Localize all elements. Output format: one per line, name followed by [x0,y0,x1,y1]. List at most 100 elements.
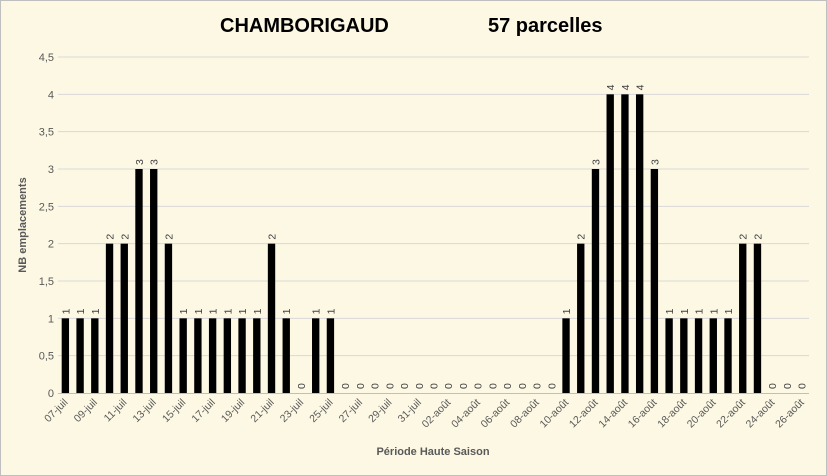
x-tick-label: 16-août [626,397,660,431]
data-label: 0 [546,383,558,389]
y-tick-label: 3 [48,164,54,176]
data-label: 0 [384,383,396,389]
x-axis-title: Période Haute Saison [376,446,489,458]
data-label: 1 [325,308,337,314]
x-tick-label: 27-juil [337,397,365,425]
bar [621,94,629,393]
data-label: 1 [679,308,691,314]
data-label: 1 [252,308,264,314]
data-label: 1 [75,308,87,314]
bar [208,318,217,393]
x-axis-ticks: 07-juil 09-juil 11-juil 13-juil 15-juil 17-ju… [42,397,807,431]
bar [135,169,143,393]
chart-title: CHAMBORIGAUD [220,15,389,37]
data-label: 2 [752,234,764,240]
bar [282,318,290,393]
bar [120,243,128,393]
data-label: 0 [355,383,367,389]
data-label: 1 [708,308,720,314]
x-tick-label: 25-juil [307,397,335,425]
data-label: 0 [340,383,352,389]
data-label: 0 [370,383,382,389]
data-label: 2 [267,234,279,240]
bar [223,318,232,393]
y-tick-label: 0,5 [39,351,54,363]
x-tick-label: 11-juil [102,397,130,425]
bar [312,318,320,393]
x-tick-label: 15-juil [160,397,188,425]
bar [753,243,762,393]
data-label: 1 [208,308,220,314]
x-tick-label: 13-juil [131,397,159,425]
data-label: 3 [134,159,146,165]
x-tick-label: 20-août [685,397,719,431]
bar [665,318,673,393]
bar [76,318,84,393]
bar [150,169,158,393]
data-label: 0 [458,383,470,389]
data-label: 0 [414,383,426,389]
x-tick-label: 10-août [537,397,571,431]
bar [694,318,703,393]
bar [709,318,717,393]
x-tick-label: 19-juil [219,397,247,425]
bar [91,318,99,393]
bar [267,243,276,393]
data-label: 0 [767,383,779,389]
data-label: 3 [149,159,161,165]
bar [238,318,246,393]
data-label: 2 [163,234,175,240]
data-label: 0 [782,383,794,389]
data-label: 1 [281,308,293,314]
data-label: 0 [502,383,514,389]
data-label: 1 [178,308,190,314]
data-label: 0 [487,383,499,389]
data-label: 2 [105,234,117,240]
x-tick-label: 08-août [508,397,542,431]
data-label: 3 [649,159,661,165]
x-tick-label: 04-août [449,397,483,431]
y-tick-label: 2 [48,239,54,251]
data-label: 0 [473,383,485,389]
data-label: 2 [119,234,131,240]
y-tick-label: 4,5 [39,52,54,64]
data-label: 2 [576,234,588,240]
data-label: 2 [738,234,750,240]
data-label: 0 [443,383,455,389]
x-tick-label: 22-août [714,397,748,431]
x-tick-label: 09-juil [72,397,100,425]
y-axis-ticks: 0 0,5 1 1,5 2 2,5 3 3,5 4 4,5 [39,52,54,400]
data-label: 1 [222,308,234,314]
data-label: 0 [399,383,411,389]
data-label: 1 [664,308,676,314]
data-label: 1 [60,308,72,314]
bar [724,318,732,393]
data-label: 0 [797,383,809,389]
data-label: 0 [517,383,529,389]
data-label: 1 [193,308,205,314]
x-tick-label: 17-juil [189,397,217,425]
x-tick-label: 07-juil [42,397,70,425]
bar [179,318,187,393]
bar [739,243,747,393]
bar [606,94,614,393]
bar [591,169,600,393]
x-tick-label: 29-juil [366,397,394,425]
y-axis-title: NB emplacements [17,177,29,272]
data-label: 1 [561,308,573,314]
data-label: 3 [590,159,602,165]
x-tick-label: 24-août [744,397,778,431]
data-label: 1 [723,308,735,314]
bar [562,318,570,393]
chart-subtitle-count: 57 parcelles [488,15,603,37]
x-tick-label: 02-août [420,397,454,431]
x-tick-label: 18-août [655,397,689,431]
bar [105,243,114,393]
y-tick-label: 3,5 [39,127,54,139]
bar [61,318,70,393]
bar [164,243,173,393]
x-tick-label: 21-juil [248,397,276,425]
